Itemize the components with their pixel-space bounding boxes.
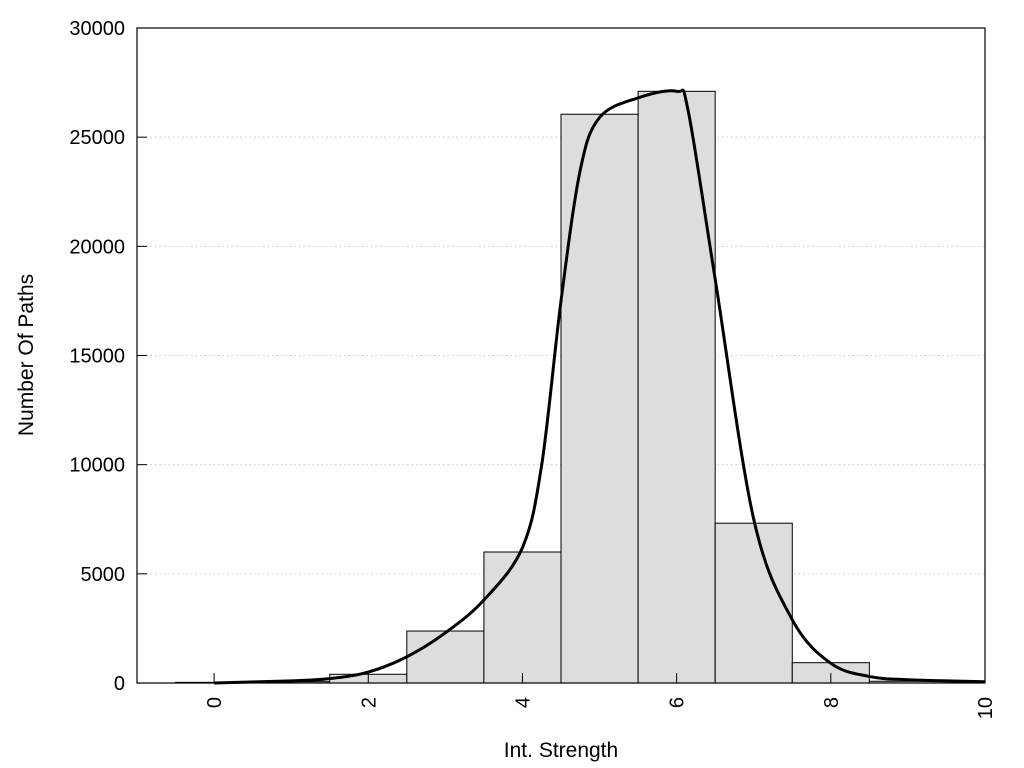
density-curve-line (214, 88, 986, 685)
y-tick-label: 15000 (69, 346, 125, 368)
bar-7 (714, 522, 793, 684)
y-tick-label: 30000 (69, 18, 125, 40)
density-curve (214, 88, 986, 685)
x-tick-label: 0 (204, 697, 226, 708)
bar-4 (483, 551, 562, 684)
x-tick-label: 6 (667, 697, 689, 708)
y-axis-ticks: 0 5000 10000 15000 20000 25000 30000 (69, 18, 147, 695)
y-tick-label: 5000 (81, 564, 126, 586)
x-tick-label: 10 (975, 697, 997, 719)
x-tick-label: 4 (512, 697, 534, 708)
y-tick-label: 25000 (69, 127, 125, 149)
y-tick-label: 0 (114, 673, 125, 695)
bar-3 (406, 630, 485, 684)
x-axis-ticks: 0 2 4 6 8 10 (204, 673, 997, 719)
y-tick-label: 20000 (69, 236, 125, 258)
x-axis-title: Int. Strength (504, 739, 618, 762)
y-tick-label: 10000 (69, 455, 125, 477)
bar-5 (560, 113, 639, 684)
bar-6 (637, 90, 716, 684)
x-tick-label: 2 (358, 697, 380, 708)
x-tick-label: 8 (821, 697, 843, 708)
y-axis-title: Number Of Paths (15, 274, 38, 436)
